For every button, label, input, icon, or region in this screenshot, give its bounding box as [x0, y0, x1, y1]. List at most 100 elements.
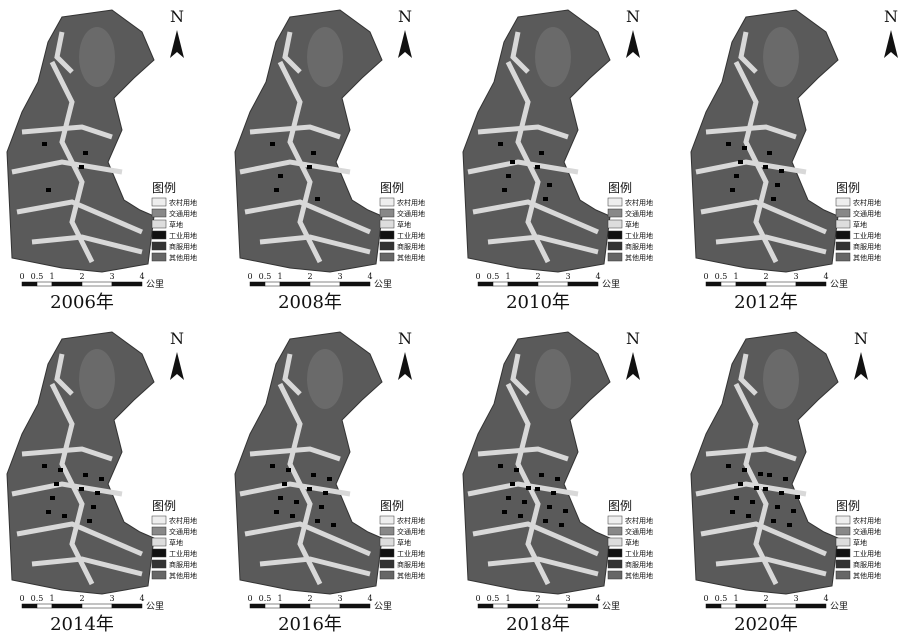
scale-segment	[796, 604, 826, 608]
built-block	[87, 519, 92, 523]
built-block	[787, 523, 792, 527]
scale-segment	[508, 604, 538, 608]
built-block	[307, 165, 312, 169]
built-block	[54, 482, 59, 486]
scale-tick: 3	[565, 272, 570, 281]
legend-item: 农村用地	[853, 516, 881, 525]
built-block	[543, 197, 548, 201]
scale-segment	[721, 604, 736, 608]
scale-segment	[538, 282, 568, 286]
legend-item: 工业用地	[169, 231, 197, 240]
scale-tick: 0.5	[487, 272, 500, 281]
scale-tick: 0	[703, 272, 708, 281]
water-body	[79, 27, 115, 87]
north-arrow	[884, 30, 898, 58]
built-block	[730, 510, 735, 514]
scale-tick: 3	[337, 594, 342, 603]
legend-swatch	[380, 538, 394, 546]
built-block	[775, 183, 780, 187]
scale-tick: 4	[367, 272, 372, 281]
map-panel: N图例农村用地交通用地草地工业用地商服用地其他用地00.51234公里2016年	[235, 329, 425, 635]
scale-tick: 1	[733, 272, 738, 281]
legend-item: 商服用地	[397, 560, 425, 569]
legend-swatch	[380, 198, 394, 206]
legend-swatch	[836, 560, 850, 568]
legend-swatch	[836, 549, 850, 557]
scale-tick: 3	[109, 272, 114, 281]
scale-tick: 0	[247, 594, 252, 603]
scale-tick: 3	[565, 594, 570, 603]
year-label: 2016年	[278, 614, 342, 635]
scale-tick: 0.5	[31, 594, 44, 603]
scale-tick: 3	[337, 272, 342, 281]
built-block	[559, 523, 564, 527]
legend-swatch	[152, 220, 166, 228]
scale-tick: 0	[247, 272, 252, 281]
legend-item: 农村用地	[625, 198, 653, 207]
built-block	[46, 188, 51, 192]
built-block	[539, 473, 544, 477]
built-block	[539, 151, 544, 155]
legend-item: 商服用地	[169, 242, 197, 251]
built-block	[311, 151, 316, 155]
legend-swatch	[836, 538, 850, 546]
legend-swatch	[836, 516, 850, 524]
scale-segment	[82, 282, 112, 286]
water-body	[79, 349, 115, 409]
water-body	[763, 27, 799, 87]
legend-item: 交通用地	[169, 527, 197, 536]
legend-item: 草地	[169, 220, 183, 229]
built-block	[282, 482, 287, 486]
legend-item: 交通用地	[625, 527, 653, 536]
legend-item: 农村用地	[169, 516, 197, 525]
legend-swatch	[380, 571, 394, 579]
year-label: 2020年	[734, 614, 798, 635]
built-block	[50, 496, 55, 500]
legend-item: 工业用地	[169, 549, 197, 558]
built-block	[535, 165, 540, 169]
built-block	[555, 477, 560, 481]
built-block	[779, 169, 784, 173]
scale-tick: 2	[79, 594, 84, 603]
built-block	[791, 509, 796, 513]
built-block	[315, 197, 320, 201]
scale-segment	[112, 604, 142, 608]
legend-title: 图例	[836, 499, 860, 513]
scale-tick: 1	[277, 272, 282, 281]
legend-swatch	[152, 209, 166, 217]
north-label: N	[884, 7, 898, 26]
water-body	[535, 349, 571, 409]
scale-segment	[508, 282, 538, 286]
year-label: 2010年	[506, 292, 570, 313]
legend-title: 图例	[152, 499, 176, 513]
legend-swatch	[152, 198, 166, 206]
built-block	[315, 519, 320, 523]
scale-segment	[340, 282, 370, 286]
legend-swatch	[608, 527, 622, 535]
legend-swatch	[608, 220, 622, 228]
scale-segment	[538, 604, 568, 608]
scale-tick: 4	[139, 272, 144, 281]
scale-segment	[250, 604, 265, 608]
built-block	[274, 510, 279, 514]
legend-swatch	[836, 527, 850, 535]
north-arrow	[170, 30, 184, 58]
scale-unit: 公里	[602, 279, 620, 290]
scale-segment	[706, 282, 721, 286]
map-panel: N图例农村用地交通用地草地工业用地商服用地其他用地00.51234公里2006年	[7, 7, 197, 313]
map-grid: N图例农村用地交通用地草地工业用地商服用地其他用地00.51234公里2006年…	[0, 0, 911, 640]
scale-tick: 2	[763, 272, 768, 281]
legend-swatch	[380, 516, 394, 524]
built-block	[563, 509, 568, 513]
built-block	[754, 486, 759, 490]
legend-item: 其他用地	[625, 571, 653, 580]
built-block	[294, 500, 299, 504]
legend-item: 交通用地	[397, 527, 425, 536]
built-block	[783, 477, 788, 481]
scale-segment	[706, 604, 721, 608]
legend-item: 农村用地	[397, 516, 425, 525]
legend-item: 草地	[397, 538, 411, 547]
legend-swatch	[608, 253, 622, 261]
built-block	[62, 514, 67, 518]
scale-segment	[52, 282, 82, 286]
